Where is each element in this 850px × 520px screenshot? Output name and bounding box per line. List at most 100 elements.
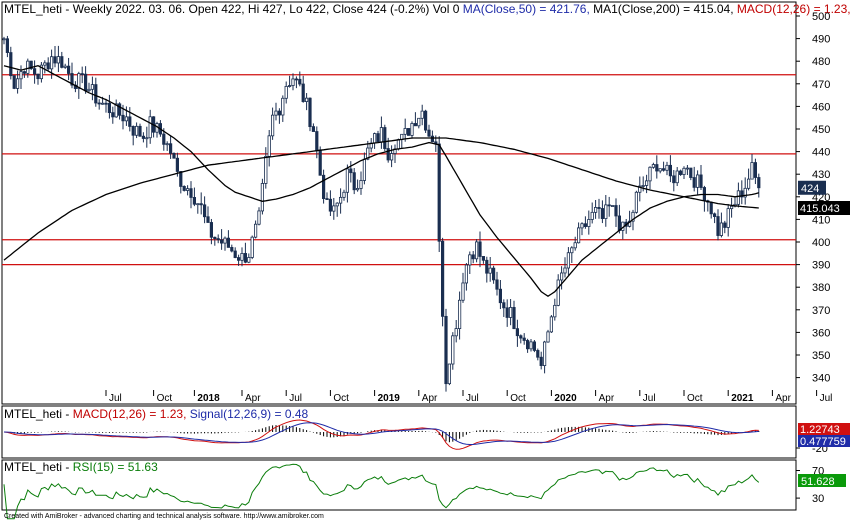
- price-candle-body: [345, 168, 350, 193]
- signal-tag-bg: [798, 435, 850, 447]
- price-candle-body: [298, 78, 302, 85]
- price-candle-body: [141, 135, 145, 139]
- price-y-tick-label: 360: [812, 327, 830, 339]
- price-candle-body: [311, 126, 316, 132]
- price-candle-body: [689, 167, 693, 178]
- price-candle-body: [379, 127, 384, 143]
- price-candle-body: [420, 110, 424, 119]
- price-x-tick-label: Apr: [422, 393, 438, 404]
- price-candle-body: [512, 307, 516, 330]
- price-candle-body: [175, 157, 179, 172]
- price-candle-body: [753, 162, 758, 178]
- price-candle-body: [604, 204, 608, 219]
- support-resistance-lines: [2, 74, 796, 266]
- price-candle-body: [352, 172, 356, 191]
- price-y-tick-label: 480: [812, 56, 830, 68]
- price-candle-body: [464, 264, 469, 284]
- price-y-tick-label: 490: [812, 34, 830, 46]
- price-candle-body: [573, 242, 577, 249]
- price-x-tick-label: Jul: [289, 393, 302, 404]
- price-candle-body: [77, 73, 81, 89]
- price-y-tick-label: 340: [812, 373, 830, 385]
- price-candle-body: [39, 64, 44, 80]
- price-x-tick-label: Oct: [687, 393, 703, 404]
- price-candle-body: [15, 78, 20, 89]
- price-candle-body: [223, 237, 227, 244]
- price-candle-body: [325, 198, 329, 200]
- price-candle-body: [685, 167, 690, 170]
- price-candle-body: [124, 116, 128, 122]
- ma-tag: 415.043: [798, 201, 850, 216]
- price-candle-body: [121, 114, 125, 122]
- price-candle-body: [60, 56, 64, 68]
- price-candle-body: [587, 219, 591, 227]
- price-candle-body: [696, 174, 700, 188]
- price-candle-body: [672, 175, 676, 184]
- price-candle-body: [104, 102, 108, 105]
- price-candle-body: [580, 223, 584, 229]
- price-candle-body: [403, 128, 407, 135]
- price-candle-body: [536, 350, 540, 358]
- price-x-tick-label: 2021: [731, 393, 754, 404]
- price-candle-body: [270, 114, 275, 137]
- price-candle-body: [277, 110, 282, 116]
- price-candle-body: [505, 307, 509, 318]
- price-candle-body: [192, 197, 196, 205]
- price-candle-body: [33, 68, 37, 75]
- price-candle-body: [740, 190, 744, 198]
- price-y-tick-label: 500: [812, 11, 830, 23]
- price-candle-body: [699, 174, 703, 188]
- price-candle-body: [539, 356, 543, 366]
- price-x-tick-label: Jul: [820, 393, 833, 404]
- price-candle-body: [583, 223, 588, 227]
- rsi-tag-bg: [798, 474, 846, 487]
- price-candle-body: [577, 227, 581, 244]
- price-candle-body: [556, 279, 560, 306]
- price-candle-body: [111, 112, 115, 118]
- price-candle-body: [389, 153, 394, 161]
- price-candle-body: [406, 128, 411, 136]
- price-candle-body: [645, 180, 649, 186]
- price-candle-body: [9, 52, 13, 77]
- price-candle-body: [236, 257, 241, 261]
- price-x-axis: Jul Oct 2018 Apr Jul Oct 2019 Apr Jul Oct 2020 Apr J…: [105, 390, 833, 404]
- price-candle-body: [338, 196, 343, 204]
- price-candle-body: [243, 253, 247, 263]
- price-candle-body: [417, 117, 421, 127]
- price-candle-body: [437, 143, 441, 242]
- price-x-tick-label: 2019: [378, 393, 401, 404]
- price-candle-body: [84, 73, 88, 92]
- price-candle-body: [97, 102, 101, 105]
- price-candle-body: [617, 215, 622, 231]
- price-candle-body: [600, 208, 605, 219]
- ma-tag-value: 415.043: [800, 203, 840, 215]
- price-x-tick-label: Jul: [109, 393, 122, 404]
- price-candle-body: [502, 302, 506, 309]
- price-candle-body: [267, 135, 271, 157]
- price-tag: 424: [798, 180, 826, 195]
- price-candle-body: [675, 170, 679, 184]
- price-x-tick-label: Jul: [643, 393, 656, 404]
- rsi-pane-header: MTEL_heti - RSI(15) = 51.63: [4, 460, 158, 474]
- price-candle-body: [118, 103, 122, 116]
- price-candle-body: [253, 223, 258, 238]
- macd-pane: MTEL_heti - MACD(12,26) = 1.23, Signal(1…: [1, 405, 850, 459]
- price-candle-body: [692, 177, 696, 188]
- price-candle-body: [478, 241, 482, 257]
- price-candle-body: [53, 56, 57, 64]
- price-candle-body: [410, 123, 414, 136]
- price-y-tick-label: 410: [812, 214, 830, 226]
- price-candle-body: [553, 304, 557, 318]
- price-candle-body: [529, 341, 533, 350]
- price-candle-body: [321, 174, 326, 199]
- header-macd: MACD(12,26) = 1.23,: [737, 2, 850, 16]
- macd-line: [3, 419, 759, 450]
- price-pane: MTEL_heti - Weekly 2022. 03. 06. Open 42…: [1, 1, 850, 405]
- price-candle-body: [451, 335, 455, 365]
- price-x-tick-label: 2018: [197, 393, 220, 404]
- price-candle-body: [22, 71, 27, 74]
- price-candle-body: [570, 247, 574, 254]
- price-candle-body: [413, 123, 418, 127]
- price-candle-body: [655, 164, 659, 172]
